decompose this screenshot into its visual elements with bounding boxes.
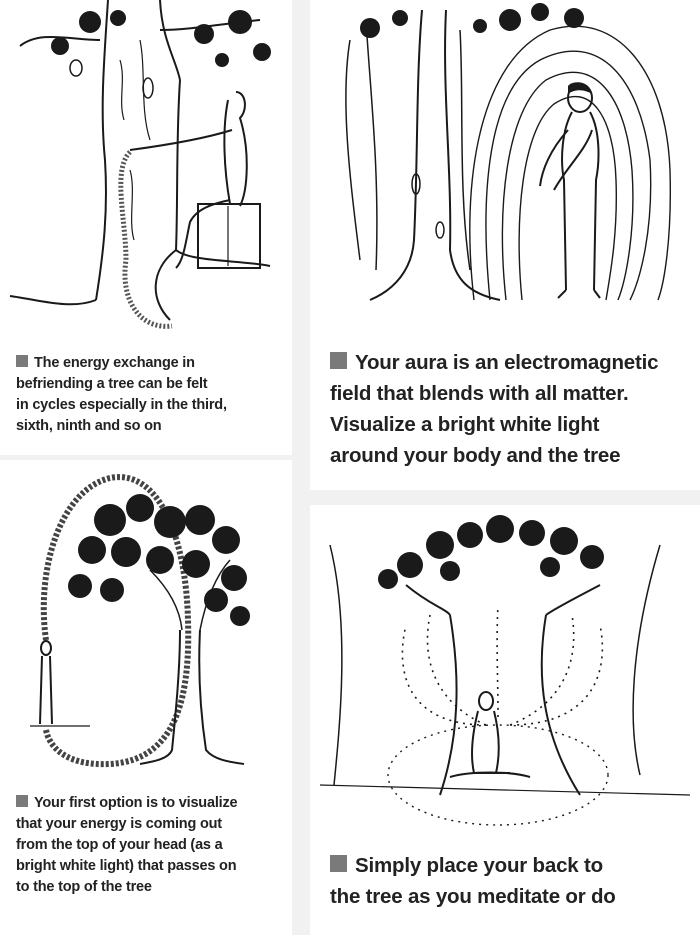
caption-line: bright white light) that passes on [16,858,237,874]
panel-meditate: Simply place your back to the tree as yo… [310,505,700,935]
bullet-square-icon [16,795,28,807]
panel-tree-embrace: The energy exchange in befriending a tre… [0,0,292,455]
caption-line: in cycles especially in the third, [16,397,227,413]
caption-line: that your energy is coming out [16,816,222,832]
caption-line: Visualize a bright white light [330,413,600,436]
caption-aura: Your aura is an electromagnetic field th… [330,347,695,471]
caption-line: to the top of the tree [16,879,152,895]
caption-line: befriending a tree can be felt [16,376,208,392]
caption-line: Your first option is to visualize [34,795,238,811]
caption-line: sixth, ninth and so on [16,418,162,434]
caption-energy-exchange: The energy exchange in befriending a tre… [16,353,286,437]
panel-energy-loop: Your first option is to visualize that y… [0,460,292,935]
person-meditating-against-tree-icon [319,515,691,826]
bullet-square-icon [330,352,347,369]
caption-line: the tree as you meditate or do [330,885,616,908]
person-aura-beside-tree-icon [345,3,671,301]
caption-meditate: Simply place your back to the tree as yo… [330,850,695,912]
caption-line: The energy exchange in [34,355,195,371]
caption-line: from the top of your head (as a [16,837,223,853]
caption-line: field that blends with all matter. [330,382,629,405]
caption-first-option: Your first option is to visualize that y… [16,793,286,898]
caption-line: Your aura is an electromagnetic [355,351,659,374]
caption-line: around your body and the tree [330,444,621,467]
person-seated-embracing-tree-icon [9,0,271,329]
bullet-square-icon [330,855,347,872]
bullet-square-icon [16,355,28,367]
energy-loop-from-head-to-treetop-icon [30,474,250,768]
panel-aura: Your aura is an electromagnetic field th… [310,0,700,490]
caption-line: Simply place your back to [355,854,603,877]
